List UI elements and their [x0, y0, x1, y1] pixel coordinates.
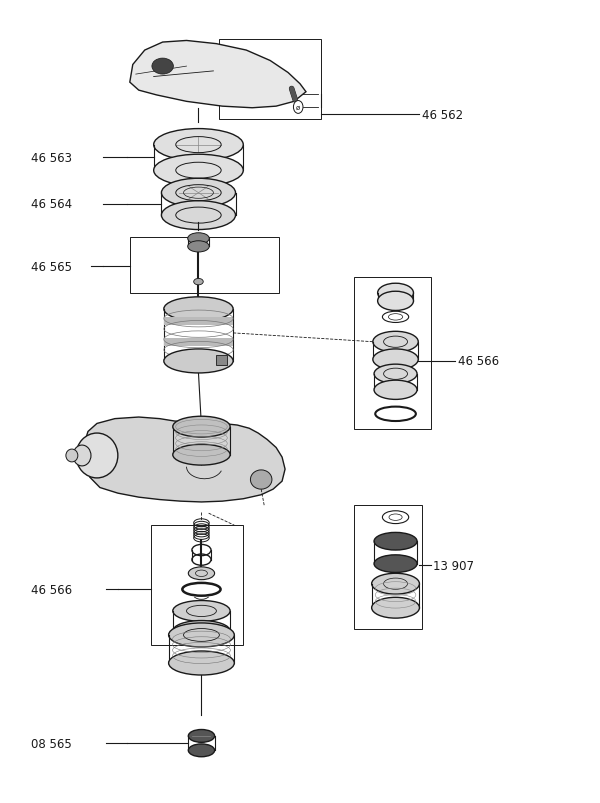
Ellipse shape	[164, 297, 233, 321]
Text: 08 565: 08 565	[31, 736, 72, 750]
Ellipse shape	[154, 155, 243, 187]
Bar	[217, 355, 227, 365]
Text: 46 566: 46 566	[31, 583, 73, 596]
Ellipse shape	[377, 284, 413, 303]
Ellipse shape	[194, 279, 203, 286]
Ellipse shape	[374, 365, 417, 384]
Ellipse shape	[374, 381, 417, 400]
Ellipse shape	[66, 450, 78, 463]
Ellipse shape	[154, 129, 243, 161]
Bar	[151, 525, 243, 646]
Ellipse shape	[374, 532, 417, 550]
Ellipse shape	[173, 601, 230, 622]
Ellipse shape	[377, 291, 413, 311]
Ellipse shape	[169, 623, 235, 647]
Ellipse shape	[169, 651, 235, 675]
Bar	[130, 238, 279, 293]
Bar	[164, 338, 233, 346]
Polygon shape	[85, 418, 285, 503]
Ellipse shape	[188, 242, 209, 253]
Bar	[220, 40, 321, 120]
Text: 46 564: 46 564	[31, 198, 73, 211]
Ellipse shape	[293, 101, 303, 114]
Ellipse shape	[250, 471, 272, 490]
Bar	[354, 278, 431, 430]
Polygon shape	[130, 42, 306, 108]
Text: 46 562: 46 562	[422, 108, 464, 121]
Ellipse shape	[188, 234, 209, 245]
Ellipse shape	[173, 445, 230, 466]
Text: 46 563: 46 563	[31, 152, 72, 165]
Ellipse shape	[173, 417, 230, 438]
Bar	[164, 317, 233, 325]
Ellipse shape	[373, 349, 418, 370]
Ellipse shape	[374, 555, 417, 573]
Ellipse shape	[161, 179, 235, 208]
Ellipse shape	[371, 573, 419, 594]
Text: 46 566: 46 566	[458, 355, 499, 368]
Ellipse shape	[173, 621, 230, 642]
Ellipse shape	[188, 567, 215, 580]
Text: ø: ø	[296, 105, 301, 111]
Ellipse shape	[371, 597, 419, 618]
Ellipse shape	[164, 349, 233, 373]
Text: 46 565: 46 565	[31, 260, 72, 274]
Ellipse shape	[188, 730, 215, 743]
Ellipse shape	[161, 202, 235, 230]
Bar	[354, 506, 422, 630]
Ellipse shape	[76, 434, 118, 479]
Ellipse shape	[152, 59, 173, 75]
Text: 13 907: 13 907	[433, 559, 473, 572]
Ellipse shape	[188, 744, 215, 756]
Ellipse shape	[373, 332, 418, 353]
Ellipse shape	[73, 446, 91, 467]
